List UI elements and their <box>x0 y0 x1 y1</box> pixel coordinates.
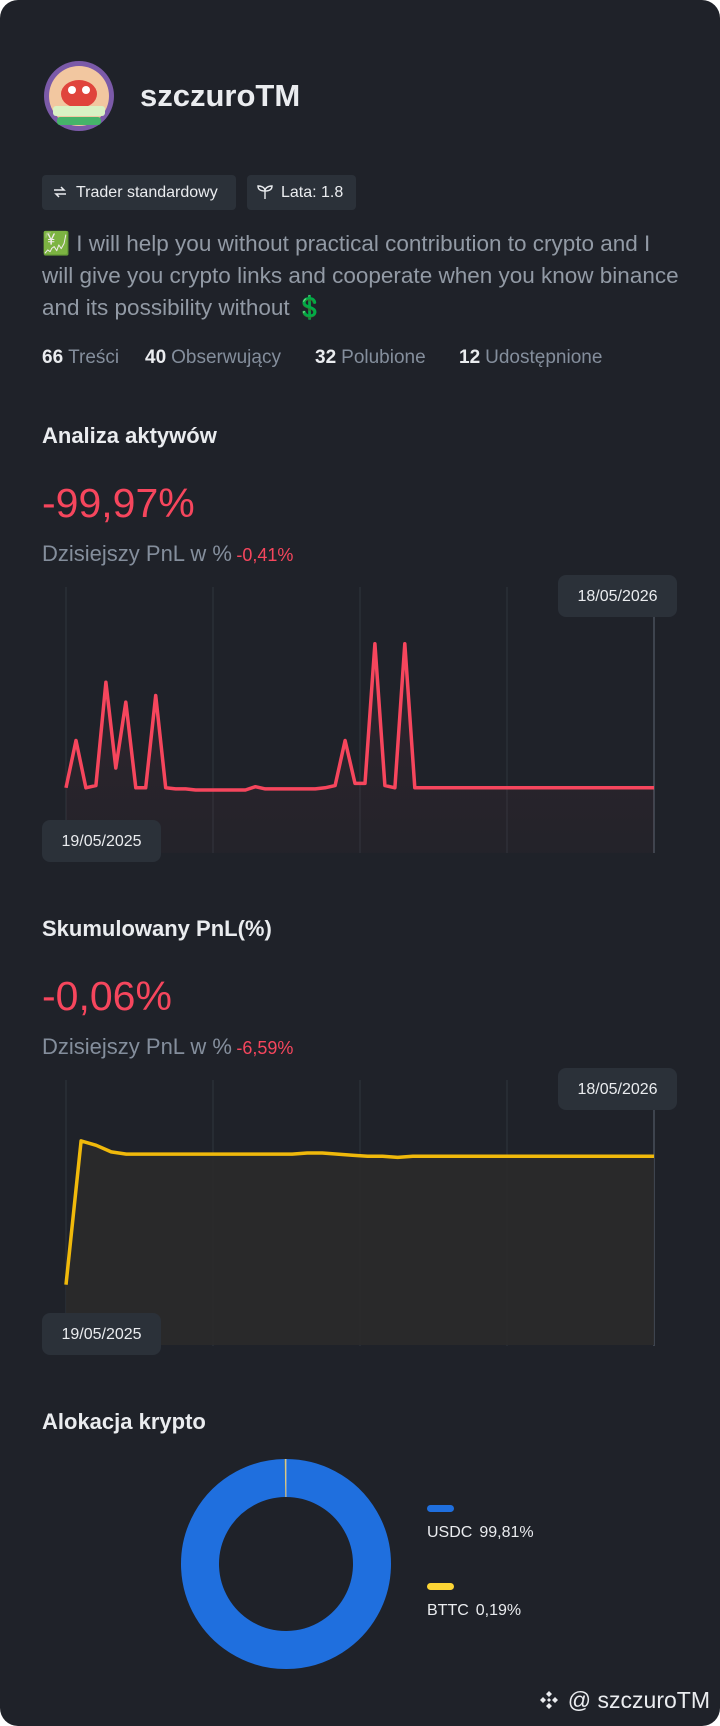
tag-text: Lata: 1.8 <box>281 184 344 201</box>
legend-label: USDC <box>427 1524 473 1541</box>
legend-value: 99,81% <box>479 1524 534 1541</box>
date-pill <box>42 820 161 862</box>
legend-label: BTTC <box>427 1602 469 1619</box>
stat: 66 Treści <box>42 347 119 369</box>
today-change: -6,59% <box>236 1038 294 1058</box>
area-fill <box>66 1140 654 1345</box>
stat-value: 12 <box>459 347 481 368</box>
stat: 40 Obserwujący <box>145 347 281 369</box>
stat-label: Treści <box>68 347 120 368</box>
headline-pnl: -99,97% <box>42 480 195 526</box>
chart: 18/05/2026 19/05/2025 <box>42 1068 677 1355</box>
legend-item: BTTC 0,19% <box>427 1583 521 1620</box>
today-pnl: Dzisiejszy PnL w % -6,59% <box>42 1034 293 1060</box>
area-fill <box>66 643 654 853</box>
date-pill <box>42 1313 161 1355</box>
date-label: 18/05/2026 <box>577 1081 657 1098</box>
date-pill <box>558 1068 677 1110</box>
headline-pnl: -0,06% <box>42 973 172 1019</box>
legend-value: 0,19% <box>475 1602 522 1619</box>
stat-label: Polubione <box>341 347 426 368</box>
today-label: Dzisiejszy PnL w % <box>42 541 232 566</box>
stat-value: 40 <box>145 347 167 368</box>
legend-swatch <box>427 1505 454 1512</box>
today-change: -0,41% <box>236 545 294 565</box>
tag: Lata: 1.8 <box>247 175 356 210</box>
section-title: Analiza aktywów <box>42 423 217 448</box>
section-title: Alokacja krypto <box>42 1409 206 1434</box>
today-pnl: Dzisiejszy PnL w % -0,41% <box>42 541 293 567</box>
date-label: 18/05/2026 <box>577 588 657 605</box>
stat-value: 66 <box>42 347 64 368</box>
date-pill <box>558 575 677 617</box>
series-line <box>64 642 654 792</box>
stat-label: Udostępnione <box>485 347 603 368</box>
stat: 12 Udostępnione <box>459 347 602 369</box>
date-label: 19/05/2025 <box>61 833 141 850</box>
tag-text: Trader standardowy <box>76 184 218 201</box>
avatar <box>44 61 114 131</box>
stat-label: Obserwujący <box>171 347 281 368</box>
watermark-text: @ szczuroTM <box>567 1687 710 1713</box>
chart: 18/05/2026 19/05/2025 <box>42 575 677 862</box>
bio: 💹 I will help you without practical cont… <box>42 231 679 320</box>
watermark: @ szczuroTM <box>537 1687 710 1714</box>
today-label: Dzisiejszy PnL w % <box>42 1034 232 1059</box>
tag: Trader standardowy <box>42 175 236 210</box>
chart <box>181 1458 391 1669</box>
binance-logo <box>540 1691 559 1709</box>
donut-slice <box>181 1459 391 1669</box>
section-title: Skumulowany PnL(%) <box>42 916 272 941</box>
legend-item: USDC 99,81% <box>427 1505 534 1542</box>
series-line <box>64 1139 654 1285</box>
stat-value: 32 <box>315 347 337 368</box>
username: szczuroTM <box>140 78 301 113</box>
legend-swatch <box>427 1583 454 1590</box>
stat: 32 Polubione <box>315 347 426 369</box>
date-label: 19/05/2025 <box>61 1326 141 1343</box>
